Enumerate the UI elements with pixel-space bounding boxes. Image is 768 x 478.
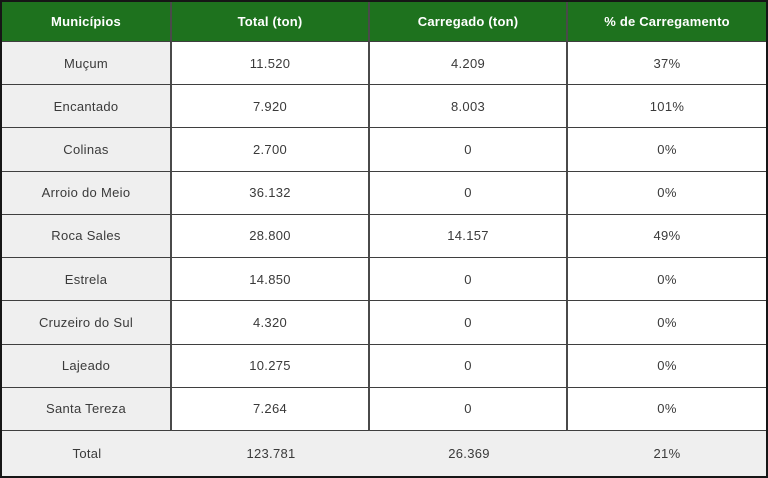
total-ton-cell: 10.275 — [172, 344, 370, 388]
percent-cell: 0% — [568, 387, 766, 431]
total-row-percent-value: 21% — [568, 431, 766, 476]
carregado-ton-cell: 14.157 — [370, 214, 568, 259]
percent-cell: 0% — [568, 128, 766, 172]
carregado-ton-cell: 4.209 — [370, 42, 568, 86]
percent-cell: 0% — [568, 258, 766, 302]
table-row: Muçum 11.520 4.209 37% — [2, 42, 766, 86]
total-ton-cell: 7.920 — [172, 85, 370, 129]
table-row: Estrela 14.850 0 0% — [2, 258, 766, 302]
col-header-municipios: Municípios — [2, 2, 172, 42]
table-row: Colinas 2.700 0 0% — [2, 128, 766, 172]
col-header-carregado-ton: Carregado (ton) — [370, 2, 568, 42]
total-ton-cell: 4.320 — [172, 301, 370, 345]
table-row: Arroio do Meio 36.132 0 0% — [2, 171, 766, 215]
total-ton-cell: 14.850 — [172, 258, 370, 302]
table-row: Lajeado 10.275 0 0% — [2, 344, 766, 388]
municipio-cell: Muçum — [2, 42, 172, 86]
carregado-ton-cell: 0 — [370, 171, 568, 215]
carregado-ton-cell: 0 — [370, 387, 568, 431]
carregado-ton-cell: 0 — [370, 301, 568, 345]
col-header-total-ton: Total (ton) — [172, 2, 370, 42]
table-row: Encantado 7.920 8.003 101% — [2, 85, 766, 129]
total-ton-cell: 7.264 — [172, 387, 370, 431]
col-header-percent-carregamento: % de Carregamento — [568, 2, 766, 42]
percent-cell: 0% — [568, 344, 766, 388]
municipio-cell: Roca Sales — [2, 214, 172, 259]
table-row: Cruzeiro do Sul 4.320 0 0% — [2, 301, 766, 345]
total-row-label: Total — [2, 431, 172, 476]
percent-cell: 0% — [568, 301, 766, 345]
percent-cell: 0% — [568, 171, 766, 215]
carregado-ton-cell: 8.003 — [370, 85, 568, 129]
municipio-cell: Estrela — [2, 258, 172, 302]
table-body: Muçum 11.520 4.209 37% Encantado 7.920 8.003 10… — [2, 42, 766, 431]
total-ton-cell: 36.132 — [172, 171, 370, 215]
header-row: Municípios Total (ton) Carregado (ton) %… — [2, 2, 766, 42]
municipio-cell: Encantado — [2, 85, 172, 129]
total-row-total-value: 123.781 — [172, 431, 370, 476]
percent-cell: 49% — [568, 214, 766, 259]
municipio-cell: Santa Tereza — [2, 387, 172, 431]
total-row: Total 123.781 26.369 21% — [2, 431, 766, 476]
carregado-ton-cell: 0 — [370, 128, 568, 172]
total-ton-cell: 11.520 — [172, 42, 370, 86]
municipio-cell: Lajeado — [2, 344, 172, 388]
carregado-ton-cell: 0 — [370, 258, 568, 302]
municipio-cell: Cruzeiro do Sul — [2, 301, 172, 345]
total-ton-cell: 28.800 — [172, 214, 370, 259]
total-ton-cell: 2.700 — [172, 128, 370, 172]
table-row: Roca Sales 28.800 14.157 49% — [2, 214, 766, 259]
municipio-cell: Colinas — [2, 128, 172, 172]
table-row: Santa Tereza 7.264 0 0% — [2, 387, 766, 431]
percent-cell: 101% — [568, 85, 766, 129]
municipio-cell: Arroio do Meio — [2, 171, 172, 215]
carregado-ton-cell: 0 — [370, 344, 568, 388]
percent-cell: 37% — [568, 42, 766, 86]
total-row-carregado-value: 26.369 — [370, 431, 568, 476]
